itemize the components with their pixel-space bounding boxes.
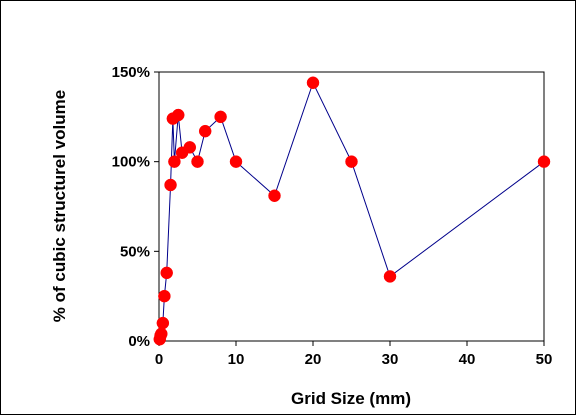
y-tick-label: 150% <box>112 64 150 81</box>
data-point <box>168 155 181 168</box>
data-point <box>191 155 204 168</box>
x-tick-label: 50 <box>536 351 553 368</box>
data-point <box>183 141 197 154</box>
data-point <box>158 289 171 303</box>
x-tick-label: 30 <box>382 351 399 368</box>
x-tick-label: 20 <box>305 351 322 368</box>
data-point <box>155 327 168 341</box>
x-tick-label: 10 <box>228 351 245 368</box>
data-point <box>156 316 170 330</box>
x-axis-title: Grid Size (mm) <box>291 389 411 408</box>
data-point <box>383 270 397 283</box>
data-points-group <box>153 76 551 346</box>
data-point <box>214 110 227 124</box>
y-tick-label: 50% <box>120 243 150 260</box>
data-point <box>198 124 212 138</box>
data-point <box>345 155 358 168</box>
data-point <box>160 266 173 280</box>
ticks-group: 0 10 20 30 40 50 0% 50% 100% 150% <box>112 64 553 368</box>
data-point <box>229 155 243 168</box>
x-tick-label: 40 <box>459 351 476 368</box>
y-axis-title: % of cubic structurel volume <box>50 90 69 322</box>
x-tick-label: 0 <box>155 351 163 368</box>
data-point <box>172 108 185 122</box>
y-tick-label: 100% <box>112 154 150 171</box>
y-tick-label: 0% <box>128 333 150 350</box>
data-point <box>164 178 177 192</box>
data-point <box>537 155 551 168</box>
data-point <box>306 76 320 90</box>
data-point <box>268 189 281 202</box>
